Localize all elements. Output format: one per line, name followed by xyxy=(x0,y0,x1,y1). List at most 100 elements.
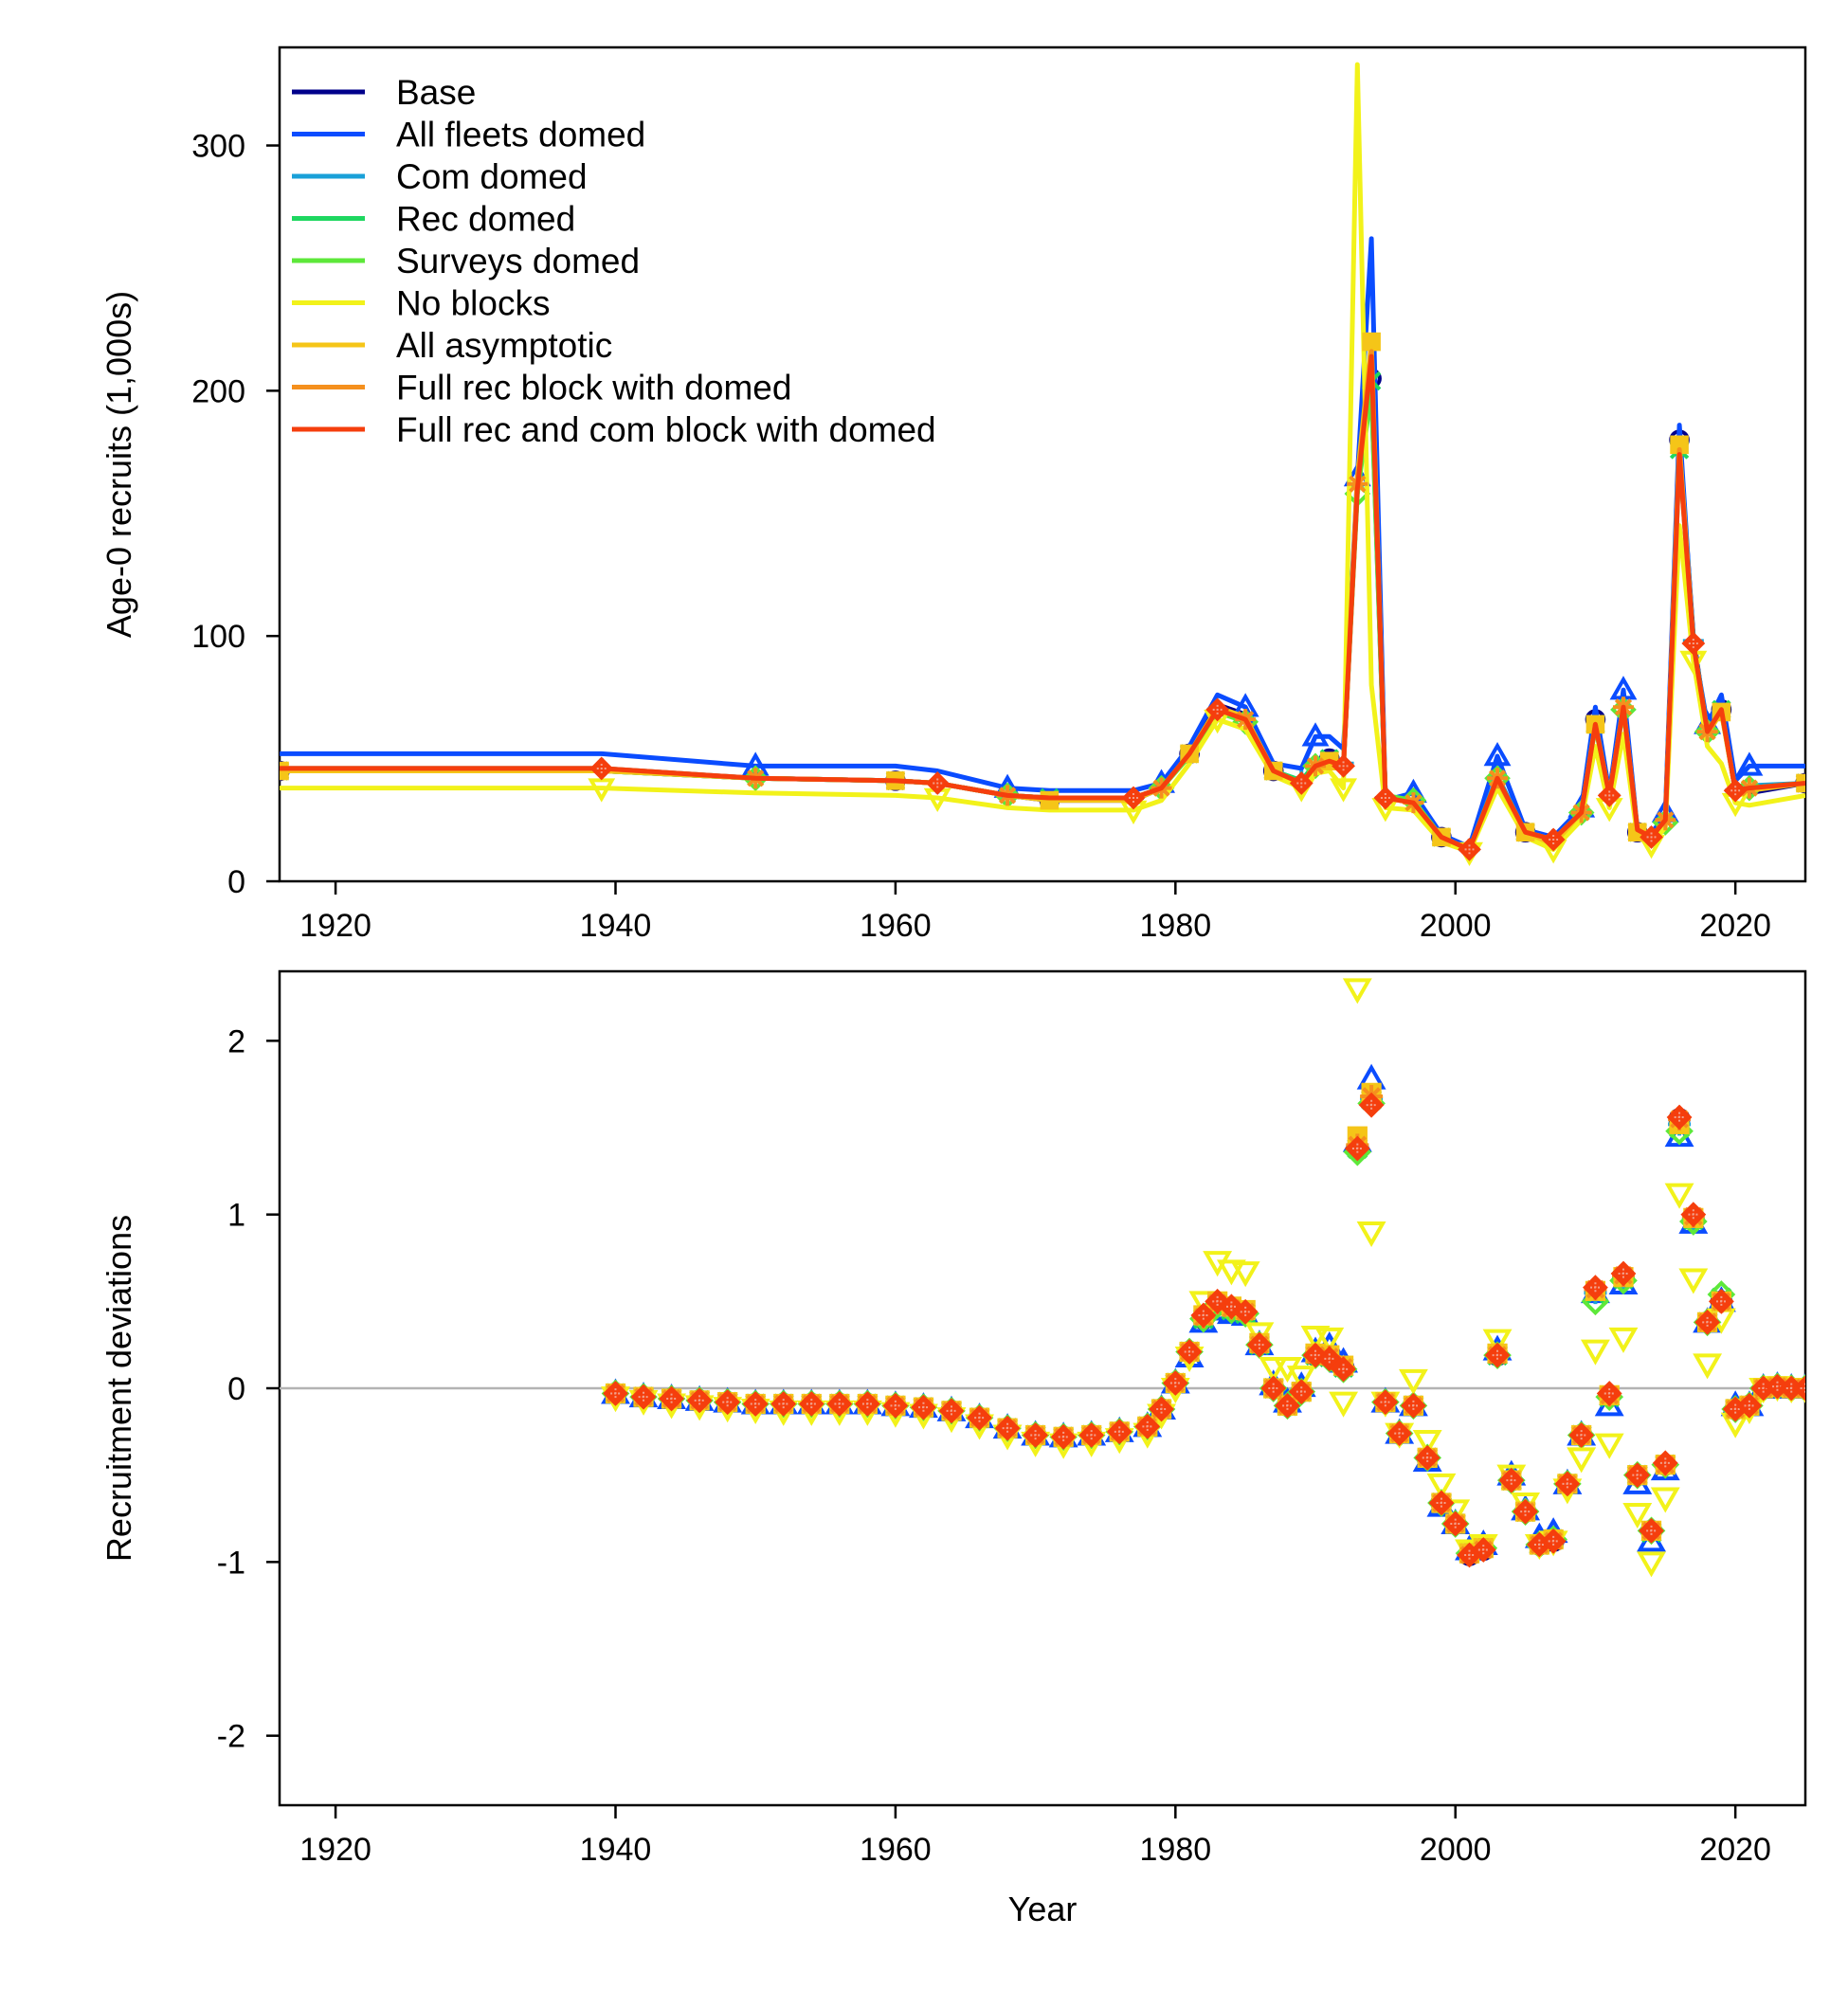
deviation-point-9 xyxy=(1583,1275,1608,1301)
series-point-7-shape xyxy=(1040,790,1060,810)
deviation-point-9-inner-shape xyxy=(1310,1349,1321,1361)
deviation-point-6-shape xyxy=(1567,1447,1597,1474)
deviation-point-9-inner-shape xyxy=(1338,1364,1349,1375)
deviation-point-9 xyxy=(798,1391,824,1417)
series-point-9 xyxy=(1205,697,1230,722)
deviation-point-9-inner-shape xyxy=(1730,1403,1741,1415)
deviation-point-9 xyxy=(1652,1450,1678,1476)
recruits-plot-area xyxy=(280,62,1805,866)
deviation-point-9 xyxy=(1162,1370,1188,1396)
deviation-point-9-inner-shape xyxy=(1548,1535,1559,1547)
deviation-point-9-inner-shape xyxy=(694,1395,705,1406)
deviation-point-9-inner-shape xyxy=(1198,1310,1209,1321)
deviation-point-9 xyxy=(1666,1104,1693,1131)
deviation-point-9 xyxy=(1260,1375,1287,1402)
deviation-point-9 xyxy=(826,1391,853,1417)
deviation-point-9 xyxy=(1344,1135,1370,1162)
deviation-point-9 xyxy=(967,1404,992,1431)
deviation-point-9 xyxy=(1428,1490,1455,1516)
deviation-point-9 xyxy=(1639,1517,1664,1544)
deviation-point-6 xyxy=(1482,1329,1513,1355)
deviation-point-9 xyxy=(1596,1381,1622,1406)
deviation-point-9-inner-shape xyxy=(1477,1545,1489,1555)
deviation-point-9-inner-shape xyxy=(1184,1347,1195,1357)
series-point-9 xyxy=(1373,786,1398,810)
deviation-point-9 xyxy=(1624,1462,1651,1489)
deviation-point-9 xyxy=(1176,1339,1203,1365)
series-point-9 xyxy=(1723,778,1748,803)
x-tick-label: 1980 xyxy=(1140,1832,1212,1868)
deviation-point-9-inner-shape xyxy=(1366,1099,1377,1111)
legend-entry: Full rec and com block with domed xyxy=(396,410,936,449)
series-point-9 xyxy=(1458,837,1481,861)
deviation-point-9 xyxy=(1414,1444,1440,1471)
series-point-2 xyxy=(1735,751,1764,776)
deviation-point-9-inner-shape xyxy=(1674,1112,1685,1123)
deviation-point-9-inner-shape xyxy=(1800,1383,1805,1394)
series-point-9-inner-shape xyxy=(1296,778,1307,788)
series-point-7-shape xyxy=(280,761,289,781)
deviation-point-9-inner-shape xyxy=(666,1393,677,1404)
y-tick-label: 300 xyxy=(191,129,245,165)
deviation-point-9 xyxy=(938,1398,965,1424)
deviation-point-9 xyxy=(1331,1356,1356,1383)
series-point-9-inner-shape xyxy=(596,763,607,773)
deviation-point-6-shape xyxy=(1678,1268,1709,1294)
deviation-point-9-inner-shape xyxy=(1169,1378,1181,1388)
series-point-7 xyxy=(280,761,289,781)
deviation-point-6 xyxy=(1356,1221,1386,1248)
deviation-point-6 xyxy=(1426,1473,1457,1499)
series-point-9 xyxy=(589,756,614,781)
deviation-point-9 xyxy=(715,1389,741,1416)
deviation-point-9-inner-shape xyxy=(1450,1518,1461,1529)
deviation-point-9-inner-shape xyxy=(1492,1349,1503,1361)
deviation-point-9 xyxy=(1470,1537,1496,1563)
deviation-point-6 xyxy=(1329,1391,1359,1418)
deviation-point-9 xyxy=(686,1387,713,1414)
deviation-point-9-inner-shape xyxy=(1659,1457,1671,1469)
deviation-point-9-inner-shape xyxy=(974,1412,985,1423)
deviation-point-6-shape xyxy=(1342,978,1372,1004)
deviation-point-6 xyxy=(1693,1353,1723,1380)
deviation-point-9-inner-shape xyxy=(1576,1430,1587,1440)
deviation-point-9-inner-shape xyxy=(1464,1549,1475,1561)
x-axis-title: Year xyxy=(1008,1890,1078,1928)
deviation-point-6 xyxy=(1678,1268,1709,1294)
deviation-point-6-shape xyxy=(1664,1183,1694,1209)
series-point-9 xyxy=(1121,786,1146,810)
deviations-panel: 1920 1940 1960 1980 2000 2020 -2 -1 0 1 2 Recruitme… xyxy=(100,969,1807,1928)
deviation-point-6 xyxy=(1342,978,1372,1004)
deviation-point-6-shape xyxy=(1314,1327,1345,1353)
deviation-point-9 xyxy=(1792,1375,1805,1402)
deviation-point-9-inner-shape xyxy=(1506,1474,1517,1486)
series-point-2-shape xyxy=(1735,751,1764,776)
deviation-point-6-shape xyxy=(1356,1221,1386,1248)
deviation-point-9 xyxy=(1372,1389,1399,1416)
deviation-point-6 xyxy=(1286,1366,1316,1392)
deviation-point-9-inner-shape xyxy=(1030,1430,1042,1440)
deviation-point-9 xyxy=(1736,1392,1763,1419)
series-point-9-inner-shape xyxy=(1604,790,1615,801)
deviation-point-9-inner-shape xyxy=(918,1402,929,1413)
deviation-point-9-inner-shape xyxy=(1086,1430,1097,1440)
deviation-point-9-inner-shape xyxy=(1632,1470,1643,1481)
deviation-point-6-shape xyxy=(1608,1327,1639,1353)
series-point-2-shape xyxy=(1301,722,1330,747)
deviation-point-9-inner-shape xyxy=(750,1399,761,1409)
series-point-2-shape xyxy=(1483,741,1512,767)
x-tick-label: 2020 xyxy=(1699,1832,1771,1868)
series-point-9 xyxy=(1681,631,1706,656)
deviation-point-9-inner-shape xyxy=(946,1405,957,1417)
deviation-point-6-shape xyxy=(1230,1261,1260,1288)
series-point-9 xyxy=(1640,824,1663,849)
deviation-point-9 xyxy=(1568,1422,1595,1448)
plot-frame xyxy=(278,45,1807,883)
series-point-9-inner-shape xyxy=(1549,835,1559,844)
deviation-point-9-inner-shape xyxy=(1688,1209,1699,1221)
series-point-9-inner-shape xyxy=(1338,761,1349,771)
deviation-point-6-shape xyxy=(1259,1357,1289,1384)
deviation-point-9 xyxy=(1610,1260,1637,1287)
deviation-point-9 xyxy=(1232,1298,1259,1325)
